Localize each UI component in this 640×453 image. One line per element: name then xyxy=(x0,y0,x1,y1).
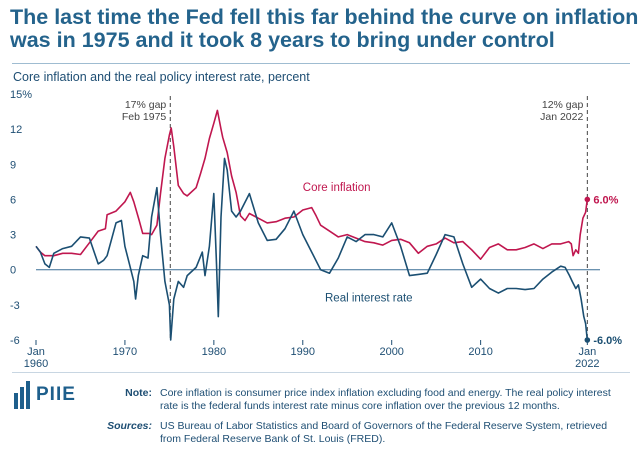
title-line-2: was in 1975 and it took 8 years to bring… xyxy=(10,28,555,52)
x-tick-label-5: 2010 xyxy=(468,346,492,358)
note-text: Core inflation is consumer price index i… xyxy=(160,387,611,412)
annotation-date-1: Jan 2022 xyxy=(540,111,583,123)
series-label-1: Real interest rate xyxy=(325,292,413,304)
y-tick-label-3: 6 xyxy=(10,194,16,206)
chart-title: The last time the Fed fell this far behi… xyxy=(10,5,639,52)
title-divider xyxy=(12,63,630,64)
y-tick-label-0: 15% xyxy=(10,89,32,101)
x-tick-label-1: 1970 xyxy=(113,346,137,358)
chart-sources: Sources: US Bureau of Labor Statistics a… xyxy=(100,420,630,446)
series-line-1 xyxy=(35,157,589,341)
piie-logo-text: PIIE xyxy=(36,384,76,405)
piie-logo: PIIE xyxy=(14,381,76,409)
y-tick-label-2: 9 xyxy=(10,159,16,171)
piie-logo-icon xyxy=(14,381,30,409)
series-layer xyxy=(35,109,591,343)
x-tick-sublabel-6: 2022 xyxy=(575,358,599,370)
sources-text: US Bureau of Labor Statistics and Board … xyxy=(160,420,608,445)
y-tick-label-7: -6 xyxy=(10,335,20,347)
x-tick-label-3: 1990 xyxy=(291,346,315,358)
annotation-gap-0: 17% gap xyxy=(125,99,167,111)
series-line-0 xyxy=(35,109,589,260)
series-label-0: Core inflation xyxy=(303,182,371,194)
footer-divider xyxy=(12,372,630,373)
annotation-gap-1: 12% gap xyxy=(542,99,584,111)
y-tick-label-1: 12 xyxy=(10,124,22,136)
x-tick-sublabel-0: 1960 xyxy=(24,358,48,370)
series-end-marker-1 xyxy=(584,337,591,343)
y-tick-label-5: 0 xyxy=(10,265,16,277)
series-end-marker-0 xyxy=(584,196,591,203)
x-tick-label-2: 1980 xyxy=(202,346,226,358)
annotation-date-0: Feb 1975 xyxy=(122,111,167,123)
x-tick-label-6: Jan xyxy=(578,346,596,358)
x-tick-label-4: 2000 xyxy=(379,346,403,358)
chart-note: Note: Core inflation is consumer price i… xyxy=(100,387,630,413)
y-tick-label-4: 3 xyxy=(10,230,16,242)
title-line-1: The last time the Fed fell this far behi… xyxy=(10,5,639,29)
sources-label: Sources: xyxy=(107,420,152,432)
note-label: Note: xyxy=(125,387,152,399)
series-end-label-0: 6.0% xyxy=(593,194,618,206)
x-tick-label-0: Jan xyxy=(27,346,45,358)
chart-subtitle: Core inflation and the real policy inter… xyxy=(13,70,310,84)
y-tick-label-6: -3 xyxy=(10,300,20,312)
series-end-label-1: -6.0% xyxy=(593,335,622,347)
